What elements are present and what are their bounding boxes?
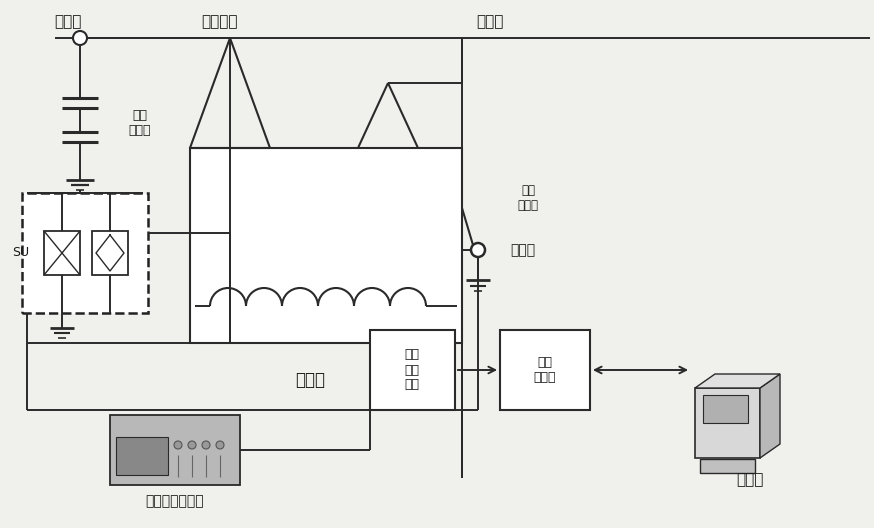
Polygon shape — [695, 374, 780, 388]
Text: 信号
调理
电路: 信号 调理 电路 — [405, 348, 420, 391]
Circle shape — [471, 243, 485, 257]
Text: 脉冲信号发生器: 脉冲信号发生器 — [146, 494, 205, 508]
Bar — [110, 415, 240, 485]
Bar — [500, 330, 590, 410]
Circle shape — [202, 441, 210, 449]
Bar — [700, 459, 755, 473]
Circle shape — [216, 441, 224, 449]
Text: 中性线: 中性线 — [476, 14, 503, 30]
Bar — [92, 231, 128, 275]
Bar — [44, 231, 80, 275]
Text: 工控机: 工控机 — [736, 473, 764, 487]
Circle shape — [174, 441, 182, 449]
Text: 电流
互感器: 电流 互感器 — [517, 184, 538, 212]
Bar — [190, 148, 462, 343]
Text: 数据
采集卡: 数据 采集卡 — [534, 356, 556, 384]
Circle shape — [188, 441, 196, 449]
Bar — [695, 388, 760, 458]
Text: 变压器: 变压器 — [295, 371, 325, 389]
Bar — [370, 330, 455, 410]
Bar — [116, 437, 168, 475]
Text: SU: SU — [12, 247, 29, 259]
Bar — [703, 395, 748, 423]
Text: 电容
分压器: 电容 分压器 — [128, 109, 151, 137]
Polygon shape — [760, 374, 780, 458]
Circle shape — [73, 31, 87, 45]
Text: 注入点: 注入点 — [54, 14, 81, 30]
Text: 监测点: 监测点 — [510, 243, 536, 257]
Text: 低压总线: 低压总线 — [202, 14, 239, 30]
Bar — [22, 193, 148, 313]
